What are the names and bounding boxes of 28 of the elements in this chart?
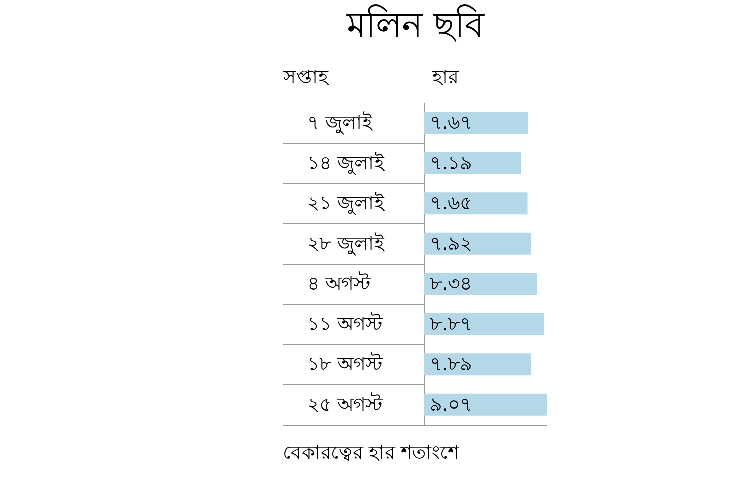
- data-label: ৮.৮৭: [430, 313, 472, 336]
- text: বেকারত্বের হার শতাংশে: [283, 442, 460, 464]
- y-tick-label: ২৮ জুলাই: [308, 232, 386, 256]
- y-tick-label: ৪ অগস্ট: [308, 272, 372, 296]
- bar: [424, 354, 531, 376]
- chart-title: মলিন ছবি: [346, 5, 486, 46]
- bar: [424, 232, 532, 255]
- bar: [424, 192, 528, 215]
- bar: [424, 112, 528, 134]
- data-label: ৭.৮৯: [430, 354, 472, 376]
- y-tick-label: ২৫ অগস্ট: [308, 392, 384, 416]
- y-tick-label: ১৮ অগস্ট: [308, 352, 384, 376]
- bar: [424, 394, 547, 416]
- data-label: ৮.৩৪: [430, 273, 472, 296]
- y-tick-label: ১১ অগস্ট: [308, 312, 384, 336]
- y-tick-label: ৭ জুলাই: [308, 112, 374, 136]
- y-tick-label: ১৪ জুলাই: [308, 152, 386, 176]
- bar: [424, 313, 544, 336]
- y-axis-title: সপ্তাহ: [282, 66, 330, 88]
- bar: [424, 273, 538, 296]
- y-tick-label: ২১ জুলাই: [308, 192, 386, 216]
- data-label: ৭.১৯: [430, 152, 472, 174]
- x-axis-title: হার: [432, 66, 460, 88]
- data-label: ৭.৯২: [430, 232, 472, 255]
- data-label: ৭.৬৫: [430, 192, 472, 215]
- data-label: ৭.৬৭: [430, 112, 472, 134]
- bar: [424, 152, 522, 174]
- data-label: ৯.০৭: [430, 394, 472, 416]
